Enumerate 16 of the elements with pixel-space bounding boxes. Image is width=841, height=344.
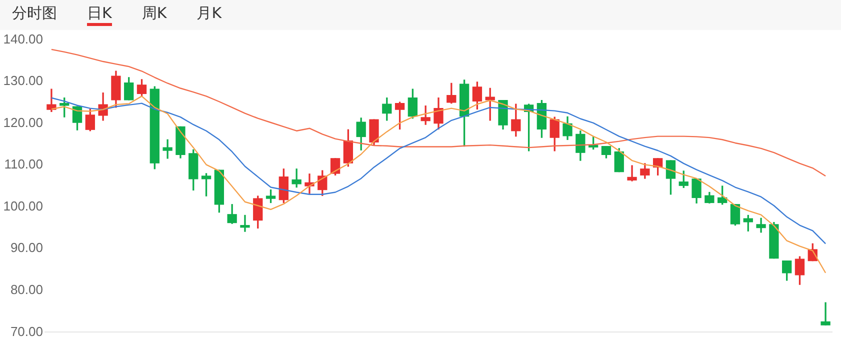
text: 月K <box>196 3 222 24</box>
y-tick-label: 110.00 <box>4 156 43 172</box>
y-tick-label: 90.00 <box>10 240 43 256</box>
y-tick-label: 130.00 <box>3 73 43 88</box>
candlestick <box>162 139 172 159</box>
y-tick-label: 140.00 <box>3 31 43 46</box>
text: 日K <box>87 3 112 24</box>
y-tick-label: 120.00 <box>3 114 43 130</box>
text: 分时图 <box>12 3 57 24</box>
y-tick-label: 100.00 <box>3 198 43 214</box>
candlestick <box>627 165 637 182</box>
y-tick-label: 80.00 <box>10 282 43 298</box>
y-tick-label: 70.00 <box>10 324 43 339</box>
candlestick <box>820 302 830 326</box>
candlestick <box>240 214 250 232</box>
text: 周K <box>142 3 167 24</box>
